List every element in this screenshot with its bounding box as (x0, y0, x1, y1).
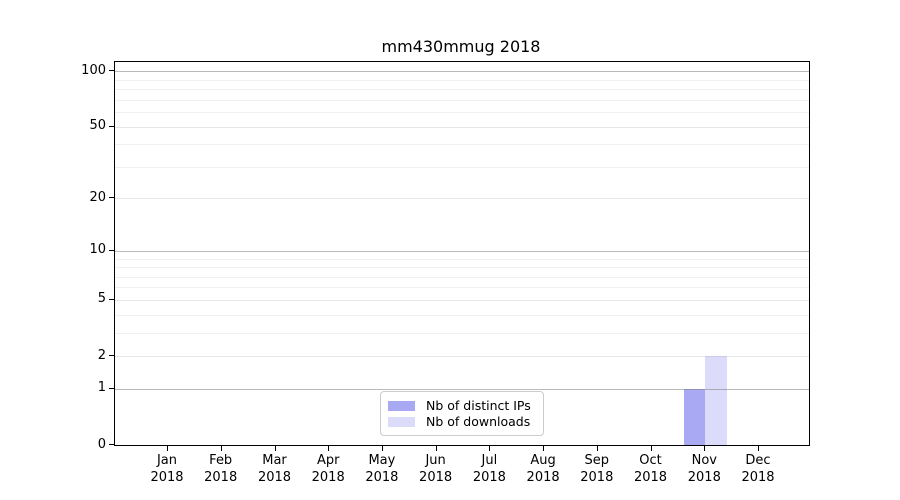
gridline-y-30 (115, 166, 809, 168)
x-tick-mar (274, 446, 276, 451)
x-tick-month: Apr (316, 453, 340, 468)
gridline-y-90 (115, 79, 809, 81)
gridline-y-40 (115, 144, 809, 146)
gridline-y-1 (115, 388, 809, 390)
gridline-y-10 (115, 250, 809, 252)
gridline-y-80 (115, 89, 809, 90)
gridline-y-4 (115, 314, 809, 316)
x-tick-aug (543, 446, 545, 451)
x-tick-jan (167, 446, 168, 451)
x-tick-label-dec: Dec 2018 (741, 452, 774, 486)
y-tick-100 (109, 70, 114, 72)
gridline-y-8 (115, 267, 809, 268)
plot-area (114, 61, 810, 446)
y-tick-label-2: 2 (97, 347, 106, 363)
x-tick-label-nov: Nov 2018 (688, 452, 721, 486)
legend-swatch (388, 416, 415, 427)
x-tick-label-jul: Jul 2018 (473, 452, 506, 486)
x-tick-year: 2018 (204, 470, 238, 485)
gridline-y-9 (115, 258, 809, 260)
legend: Nb of distinct IPs Nb of downloads (380, 391, 544, 436)
x-tick-sep (596, 446, 598, 451)
x-tick-year: 2018 (526, 470, 560, 485)
gridline-y-50 (115, 126, 809, 128)
x-tick-feb (220, 446, 222, 451)
x-tick-label-jun: Jun 2018 (419, 452, 452, 486)
x-tick-month: Mar (262, 453, 287, 468)
x-tick-year: 2018 (580, 470, 614, 485)
y-tick-label-10: 10 (89, 242, 106, 258)
x-tick-jul (489, 446, 491, 451)
gridline-y-5 (115, 299, 809, 301)
chart-title: mm430mmug 2018 (381, 37, 541, 56)
x-tick-apr (328, 446, 330, 451)
x-tick-year: 2018 (419, 470, 453, 485)
x-tick-year: 2018 (257, 470, 292, 485)
legend-item-downloads: Nb of downloads (388, 414, 535, 429)
x-tick-label-may: May 2018 (365, 452, 398, 486)
legend-label: Nb of distinct IPs (426, 398, 531, 413)
gridline-y-2 (115, 356, 809, 357)
x-tick-year: 2018 (311, 470, 345, 485)
y-tick-label-0: 0 (97, 436, 106, 452)
x-tick-month: Jun (425, 453, 446, 468)
x-tick-month: Sep (584, 453, 610, 468)
x-tick-month: Feb (209, 453, 233, 468)
x-tick-label-sep: Sep 2018 (580, 452, 613, 486)
y-tick-50 (109, 125, 114, 127)
x-tick-year: 2018 (365, 470, 399, 485)
x-tick-year: 2018 (741, 470, 775, 485)
x-tick-year: 2018 (633, 470, 668, 485)
x-tick-nov (704, 446, 706, 451)
y-tick-2 (109, 355, 114, 356)
x-tick-month: Jul (481, 453, 498, 468)
x-tick-label-oct: Oct 2018 (634, 452, 667, 486)
x-tick-month: Aug (530, 453, 556, 468)
y-tick-5 (109, 298, 114, 300)
x-tick-label-aug: Aug 2018 (527, 452, 560, 486)
y-tick-label-5: 5 (97, 291, 106, 307)
x-tick-label-feb: Feb 2018 (204, 452, 237, 486)
gridline-y-6 (115, 287, 809, 289)
x-tick-dec (758, 446, 759, 451)
x-tick-year: 2018 (472, 470, 506, 485)
x-tick-month: Nov (691, 453, 717, 468)
x-tick-month: Dec (745, 453, 771, 468)
x-tick-may (381, 446, 383, 451)
y-tick-20 (109, 197, 114, 199)
gridline-y-70 (115, 99, 809, 101)
x-tick-year: 2018 (687, 470, 721, 485)
y-tick-label-100: 100 (81, 62, 106, 78)
legend-item-distinct-ips: Nb of distinct IPs (388, 398, 535, 413)
y-tick-label-1: 1 (97, 380, 106, 396)
y-tick-10 (109, 249, 114, 251)
bar-distinct-ips-nov (683, 388, 706, 445)
y-tick-label-50: 50 (89, 118, 106, 133)
x-tick-label-apr: Apr 2018 (312, 452, 345, 486)
x-tick-label-jan: Jan 2018 (150, 452, 183, 486)
x-tick-month: Jan (156, 453, 178, 468)
x-tick-oct (650, 446, 652, 451)
x-tick-label-mar: Mar 2018 (258, 452, 291, 486)
y-tick-1 (109, 387, 114, 389)
gridline-y-20 (115, 198, 809, 200)
gridline-y-100 (115, 71, 809, 73)
gridline-y-7 (115, 276, 809, 278)
bar-downloads-nov (705, 356, 727, 445)
x-tick-jun (435, 446, 437, 451)
gridline-y-3 (115, 332, 809, 334)
y-tick-0 (109, 444, 114, 445)
legend-swatch (388, 400, 415, 411)
y-tick-label-20: 20 (89, 189, 106, 205)
x-tick-month: May (368, 453, 396, 468)
legend-label: Nb of downloads (426, 414, 531, 429)
gridline-y-60 (115, 112, 809, 113)
x-tick-year: 2018 (150, 470, 184, 485)
x-tick-month: Oct (639, 453, 662, 468)
